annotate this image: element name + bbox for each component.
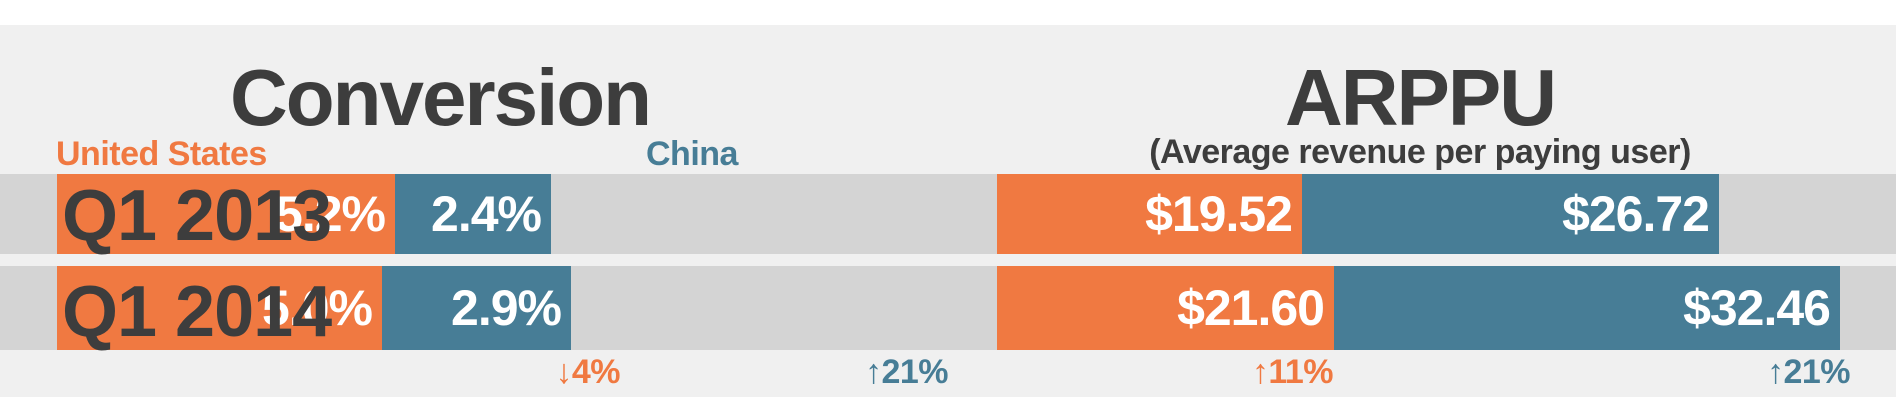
bar-arppu-united-states-q1-2014: $21.60 [997,266,1334,350]
bar-value-label: $21.60 [1177,280,1325,336]
conversion-us-change: ↓4% [555,353,620,391]
bar-conversion-china-q1-2013: 2.4% [395,174,551,254]
bar-arppu-china-q1-2013: $26.72 [1302,174,1719,254]
arrow-up-icon: ↑ [864,353,882,391]
bar-conversion-china-q1-2014: 2.9% [382,266,571,350]
bar-conversion-united-states-q1-2014: 5.0% [57,266,382,350]
arrow-up-icon: ↑ [1766,353,1784,391]
arppu-title: ARPPU [1284,53,1557,142]
bar-conversion-united-states-q1-2013: 5.2% [57,174,395,254]
legend-china: China [646,135,738,173]
bar-value-label: $19.52 [1145,186,1293,242]
bar-value-label: $32.46 [1683,280,1831,336]
bar-value-label: 5.0% [262,280,373,336]
bar-value-label: 2.9% [451,280,562,336]
arrow-down-icon: ↓ [555,353,572,391]
bar-arppu-china-q1-2014: $32.46 [1334,266,1840,350]
bar-arppu-united-states-q1-2013: $19.52 [997,174,1302,254]
row-label-q1-2014: Q1 2014 [62,272,332,352]
bar-value-label: $26.72 [1562,186,1710,242]
arppu-subtitle: (Average revenue per paying user) [1149,133,1691,171]
row-label-q1-2013: Q1 2013 [62,176,332,256]
legend-united-states: United States [56,135,267,173]
conversion-china-change: ↑21% [864,353,949,391]
bar-value-label: 2.4% [431,186,542,242]
bar-value-label: 5.2% [275,186,386,242]
arrow-up-icon: ↑ [1251,353,1269,391]
arppu-china-change: ↑21% [1766,353,1851,391]
conversion-title: Conversion [229,53,652,142]
arppu-us-change: ↑11% [1251,353,1334,391]
